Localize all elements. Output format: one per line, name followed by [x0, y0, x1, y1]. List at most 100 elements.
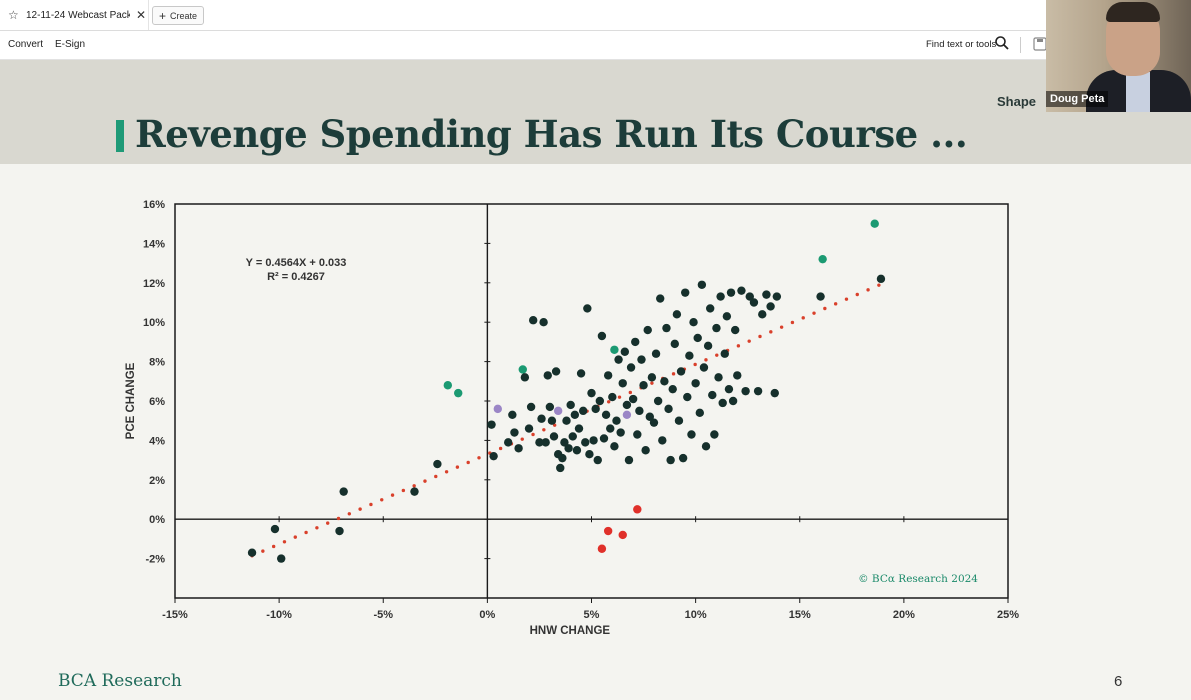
- create-button[interactable]: + Create: [152, 6, 205, 25]
- data-point-main: [610, 442, 619, 451]
- trendline-dot: [261, 549, 265, 553]
- data-point-main: [674, 416, 684, 425]
- trendline-dot: [628, 390, 633, 395]
- trendline-dot: [531, 432, 535, 437]
- document-tab[interactable]: ☆ 12-11-24 Webcast Pack.p... ✕: [0, 0, 149, 30]
- data-point-purple: [493, 404, 502, 414]
- data-point-main: [693, 333, 702, 343]
- data-point-green: [518, 365, 527, 374]
- trendline-dot: [855, 292, 859, 297]
- plus-icon: +: [159, 8, 167, 23]
- close-icon[interactable]: ✕: [136, 8, 147, 22]
- data-point-main: [762, 290, 771, 299]
- trendline-dot: [477, 456, 481, 460]
- data-point-main: [520, 373, 530, 382]
- chart-credit: © BCα Research 2024: [858, 573, 978, 585]
- y-tick-label: 8%: [149, 357, 165, 369]
- data-point-main: [687, 430, 696, 439]
- data-point-purple: [622, 410, 632, 419]
- find-text-tools[interactable]: Find text or tools: [926, 39, 997, 50]
- data-point-main: [545, 402, 555, 412]
- data-point-main: [620, 347, 630, 356]
- data-point-main: [699, 363, 709, 372]
- data-point-main: [658, 436, 667, 445]
- data-point-main: [247, 548, 257, 557]
- trendline-dot: [304, 530, 308, 535]
- y-tick-label: 14%: [143, 238, 165, 250]
- data-point-main: [637, 355, 646, 364]
- data-point-main: [585, 449, 594, 459]
- data-point-main: [737, 286, 746, 295]
- data-point-main: [656, 294, 665, 303]
- data-point-main: [510, 428, 519, 437]
- data-point-main: [653, 396, 663, 406]
- star-icon[interactable]: ☆: [8, 8, 19, 22]
- data-point-main: [816, 292, 825, 301]
- data-point-main: [270, 524, 280, 534]
- data-point-main: [583, 304, 592, 313]
- trendline-dot: [412, 484, 416, 488]
- trendline-dot: [671, 372, 676, 376]
- data-point-main: [666, 455, 675, 465]
- data-point-main: [681, 288, 690, 297]
- trendline-dot: [736, 344, 741, 348]
- data-point-red: [597, 544, 607, 553]
- data-point-main: [724, 384, 734, 394]
- data-point-main: [672, 310, 682, 319]
- trendline-dot: [293, 535, 297, 539]
- data-point-green: [443, 381, 453, 390]
- data-point-main: [639, 381, 648, 390]
- data-point-main: [685, 351, 694, 360]
- data-point-main: [758, 310, 767, 319]
- data-point-main: [556, 463, 565, 473]
- data-point-main: [706, 304, 715, 313]
- save-icon[interactable]: [1033, 37, 1047, 54]
- data-point-main: [726, 288, 736, 297]
- data-point-main: [712, 323, 721, 333]
- presenter-hair: [1106, 2, 1160, 22]
- trendline-dot: [779, 325, 784, 329]
- trendline-dot: [390, 493, 395, 497]
- data-point-red: [618, 530, 627, 540]
- trendline-dot: [747, 339, 751, 343]
- trendline-dot: [617, 395, 622, 399]
- x-tick-label: -10%: [266, 609, 292, 621]
- data-point-main: [876, 274, 886, 284]
- esign-menu[interactable]: E-Sign: [55, 39, 86, 50]
- convert-menu[interactable]: Convert: [8, 39, 44, 50]
- data-point-main: [730, 325, 740, 335]
- trendline-dot: [336, 516, 341, 521]
- data-point-main: [539, 318, 548, 327]
- trendline-dot: [877, 283, 881, 287]
- data-point-main: [633, 430, 642, 439]
- data-point-main: [543, 371, 552, 380]
- toolbar: Convert E-Sign Find text or tools: [0, 31, 1191, 60]
- data-point-main: [616, 428, 625, 437]
- data-point-main: [678, 453, 688, 463]
- data-point-main: [528, 316, 538, 325]
- data-point-green: [610, 345, 619, 354]
- trendline-dot: [369, 502, 373, 507]
- y-tick-label: 2%: [149, 475, 165, 487]
- data-point-main: [576, 369, 586, 378]
- data-point-main: [649, 418, 659, 427]
- data-point-main: [645, 412, 655, 421]
- data-point-main: [628, 394, 638, 404]
- data-point-main: [651, 349, 661, 358]
- data-point-main: [772, 292, 782, 301]
- trendline-dot: [347, 512, 352, 516]
- tab-title: 12-11-24 Webcast Pack.p...: [26, 9, 130, 21]
- data-point-main: [695, 408, 704, 418]
- data-point-main: [710, 430, 719, 439]
- data-point-main: [535, 438, 544, 447]
- data-point-main: [581, 438, 590, 447]
- create-button-label: Create: [170, 10, 198, 21]
- trendline-dot: [423, 479, 427, 483]
- data-point-main: [587, 388, 596, 398]
- search-icon[interactable]: [994, 35, 1010, 54]
- x-tick-label: 10%: [685, 609, 707, 621]
- data-point-main: [664, 404, 673, 414]
- y-tick-label: -2%: [145, 554, 165, 566]
- data-point-main: [504, 438, 513, 447]
- data-point-main: [626, 363, 636, 372]
